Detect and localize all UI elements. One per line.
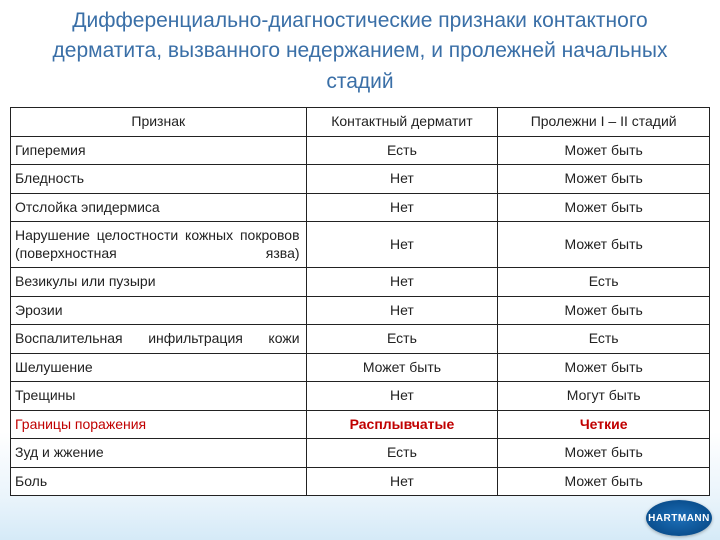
cell-dermatitis: Есть: [306, 439, 498, 468]
table-row: ЭрозииНетМожет быть: [11, 296, 710, 325]
cell-bedsores: Может быть: [498, 353, 710, 382]
cell-dermatitis: Нет: [306, 296, 498, 325]
table-row: ШелушениеМожет бытьМожет быть: [11, 353, 710, 382]
table-row: Нарушение целостности кожных покровов (п…: [11, 222, 710, 268]
cell-sign: Трещины: [11, 382, 307, 411]
cell-bedsores: Может быть: [498, 136, 710, 165]
cell-bedsores: Есть: [498, 268, 710, 297]
cell-bedsores: Может быть: [498, 165, 710, 194]
cell-sign: Нарушение целостности кожных покровов (п…: [11, 222, 307, 268]
slide-title: Дифференциально-диагностические признаки…: [0, 0, 720, 107]
logo-ellipse: HARTMANN: [646, 500, 712, 536]
table-row: БледностьНетМожет быть: [11, 165, 710, 194]
cell-dermatitis: Нет: [306, 165, 498, 194]
brand-logo: HARTMANN: [646, 500, 712, 536]
cell-sign: Границы поражения: [11, 410, 307, 439]
cell-sign: Отслойка эпидермиса: [11, 193, 307, 222]
cell-dermatitis: Нет: [306, 193, 498, 222]
cell-bedsores: Четкие: [498, 410, 710, 439]
table-row: ГиперемияЕстьМожет быть: [11, 136, 710, 165]
cell-sign: Боль: [11, 467, 307, 496]
table-row: Зуд и жжениеЕстьМожет быть: [11, 439, 710, 468]
col-header-bedsores: Пролежни I – II стадий: [498, 108, 710, 137]
table-row: Отслойка эпидермисаНетМожет быть: [11, 193, 710, 222]
col-header-sign: Признак: [11, 108, 307, 137]
cell-sign: Эрозии: [11, 296, 307, 325]
cell-bedsores: Может быть: [498, 467, 710, 496]
cell-bedsores: Могут быть: [498, 382, 710, 411]
table-row: Везикулы или пузыриНетЕсть: [11, 268, 710, 297]
cell-sign: Зуд и жжение: [11, 439, 307, 468]
cell-bedsores: Может быть: [498, 439, 710, 468]
cell-dermatitis: Есть: [306, 325, 498, 354]
cell-bedsores: Может быть: [498, 193, 710, 222]
cell-sign: Везикулы или пузыри: [11, 268, 307, 297]
cell-dermatitis: Может быть: [306, 353, 498, 382]
diagnostic-table: Признак Контактный дерматит Пролежни I –…: [10, 107, 710, 496]
col-header-dermatitis: Контактный дерматит: [306, 108, 498, 137]
table-row: Границы пораженияРасплывчатыеЧеткие: [11, 410, 710, 439]
table-body: ГиперемияЕстьМожет бытьБледностьНетМожет…: [11, 136, 710, 496]
logo-text: HARTMANN: [648, 513, 710, 524]
cell-dermatitis: Расплывчатые: [306, 410, 498, 439]
cell-sign: Воспалительная инфильтрация кожи: [11, 325, 307, 354]
table-row: Воспалительная инфильтрация кожиЕстьЕсть: [11, 325, 710, 354]
table-header-row: Признак Контактный дерматит Пролежни I –…: [11, 108, 710, 137]
cell-sign: Шелушение: [11, 353, 307, 382]
table-row: БольНетМожет быть: [11, 467, 710, 496]
cell-bedsores: Может быть: [498, 222, 710, 268]
cell-dermatitis: Нет: [306, 382, 498, 411]
cell-bedsores: Есть: [498, 325, 710, 354]
table-row: ТрещиныНетМогут быть: [11, 382, 710, 411]
cell-bedsores: Может быть: [498, 296, 710, 325]
cell-dermatitis: Нет: [306, 467, 498, 496]
cell-dermatitis: Есть: [306, 136, 498, 165]
cell-sign: Гиперемия: [11, 136, 307, 165]
cell-dermatitis: Нет: [306, 222, 498, 268]
cell-sign: Бледность: [11, 165, 307, 194]
cell-dermatitis: Нет: [306, 268, 498, 297]
